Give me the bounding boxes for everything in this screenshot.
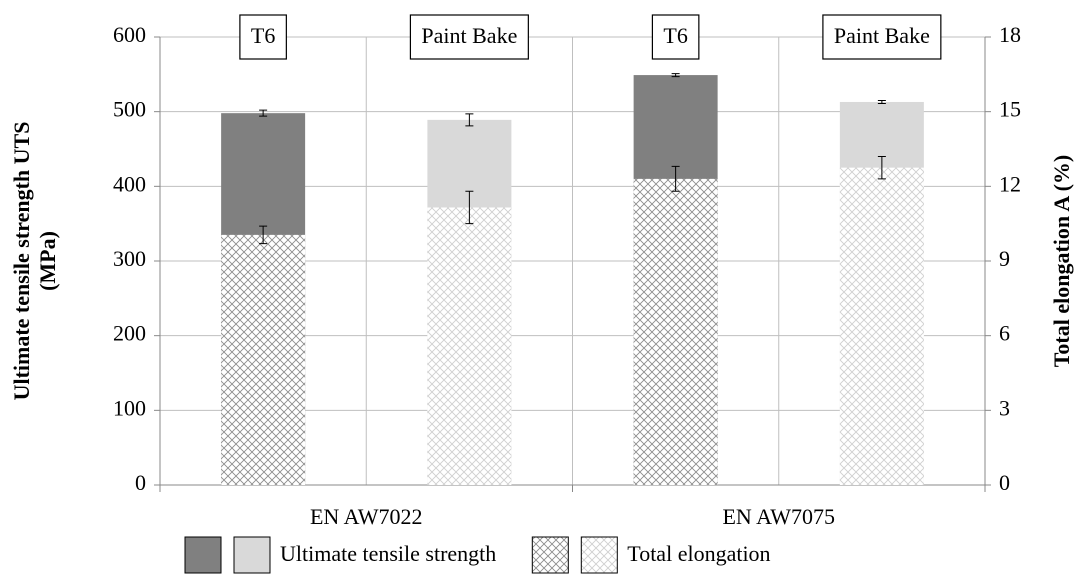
- elongation-bar: [427, 207, 512, 485]
- y-tick-label: 0: [135, 470, 146, 495]
- error-bar: [877, 99, 886, 104]
- elongation-bar: [839, 167, 924, 485]
- category-label: Paint Bake: [834, 23, 930, 48]
- legend-label: Total elongation: [627, 541, 770, 566]
- category-box: [239, 14, 287, 60]
- y-tick-label: 100: [113, 395, 146, 420]
- y2-tick-label: 12: [999, 171, 1021, 196]
- elongation-bar: [633, 178, 718, 485]
- group-label: EN AW7075: [722, 504, 835, 529]
- legend-swatch: [531, 536, 569, 574]
- category-label: T6: [663, 23, 687, 48]
- y-tick-label: 200: [113, 321, 146, 346]
- group-label: EN AW7022: [310, 504, 423, 529]
- category-label: T6: [251, 23, 275, 48]
- category-label: Paint Bake: [421, 23, 517, 48]
- y2-tick-label: 18: [999, 22, 1021, 47]
- error-bar: [671, 73, 680, 78]
- error-bar: [259, 109, 268, 117]
- y2-tick-label: 3: [999, 395, 1010, 420]
- category-box: [822, 14, 942, 60]
- y-axis-title: Ultimate tensile strength UTS: [9, 122, 34, 401]
- y-tick-label: 400: [113, 171, 146, 196]
- legend-label: Ultimate tensile strength: [280, 541, 496, 566]
- error-bar: [259, 225, 268, 245]
- y2-tick-label: 0: [999, 470, 1010, 495]
- y-tick-label: 500: [113, 97, 146, 122]
- y-tick-label: 600: [113, 22, 146, 47]
- category-box: [409, 14, 529, 60]
- y2-tick-label: 9: [999, 246, 1010, 271]
- y-axis-title: (MPa): [35, 231, 60, 291]
- legend-swatch: [580, 536, 618, 574]
- error-bar: [877, 155, 886, 180]
- y2-tick-label: 15: [999, 97, 1021, 122]
- elongation-bar: [221, 234, 306, 485]
- error-bar: [671, 165, 680, 192]
- y2-axis-title: Total elongation A (%): [1049, 155, 1074, 368]
- y-tick-label: 300: [113, 246, 146, 271]
- legend-swatch: [233, 536, 271, 574]
- error-bar: [465, 113, 474, 127]
- y2-tick-label: 6: [999, 321, 1010, 346]
- legend-swatch: [184, 536, 222, 574]
- error-bar: [465, 190, 474, 225]
- category-box: [651, 14, 700, 60]
